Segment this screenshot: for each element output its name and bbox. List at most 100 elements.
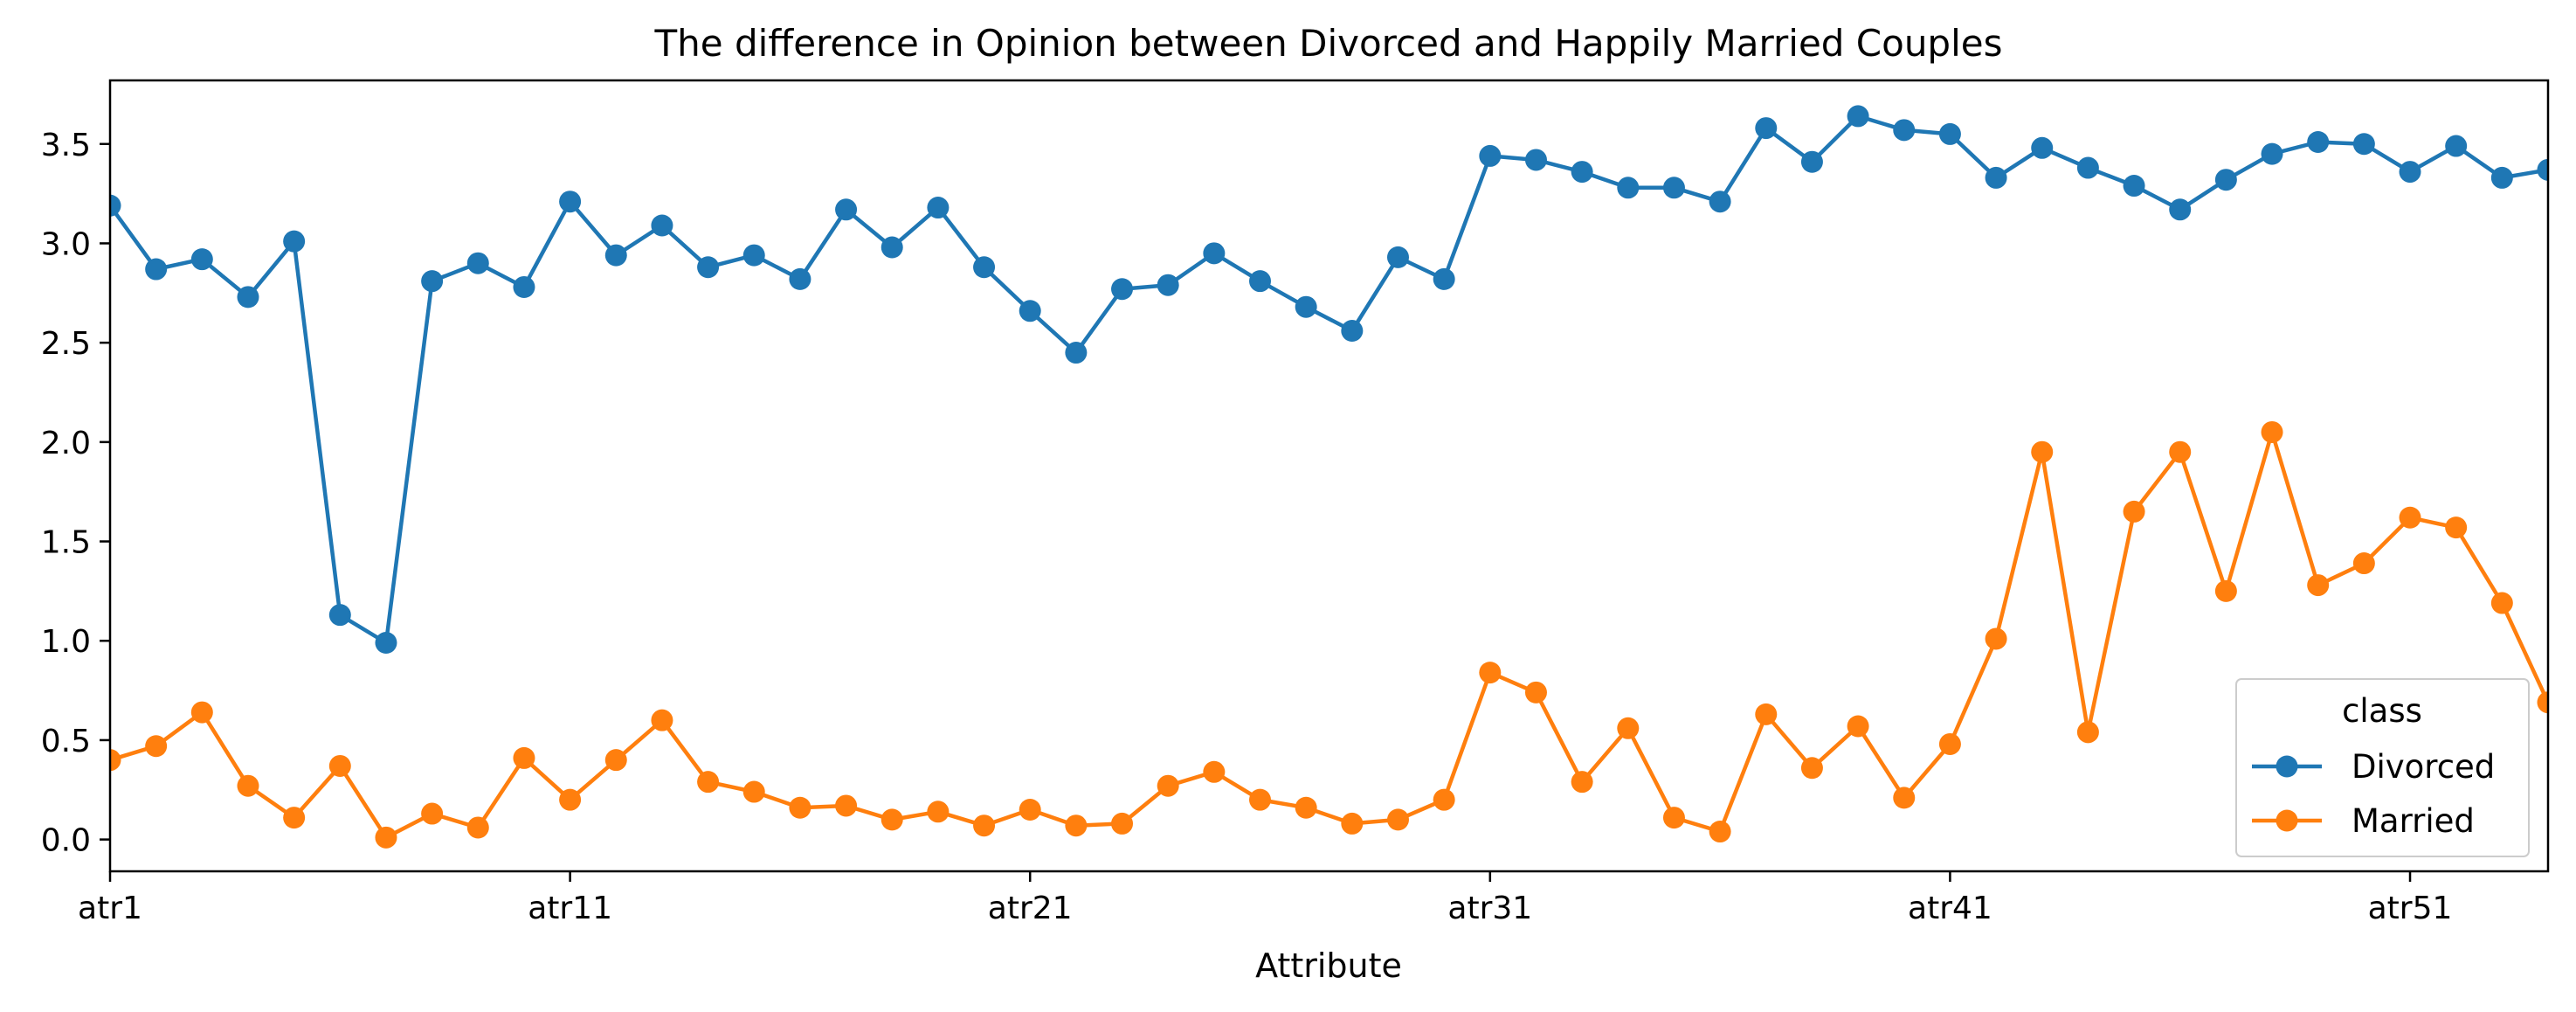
data-point-divorced (1847, 105, 1869, 128)
data-point-married (237, 774, 259, 797)
data-point-divorced (1249, 270, 1272, 293)
data-point-married (1295, 796, 1317, 819)
data-point-divorced (789, 267, 811, 290)
data-point-married (1065, 814, 1088, 837)
data-point-married (2169, 440, 2192, 463)
x-tick-label: atr41 (1908, 891, 1992, 926)
data-point-married (466, 816, 489, 839)
data-point-divorced (2214, 169, 2237, 191)
data-point-married (973, 814, 996, 837)
y-tick-label: 0.5 (41, 724, 91, 759)
data-point-married (927, 801, 950, 823)
data-point-divorced (1386, 246, 1409, 268)
data-point-married (1571, 771, 1593, 794)
legend-title: class (2342, 692, 2422, 730)
data-point-married (421, 802, 444, 825)
data-point-divorced (559, 191, 582, 213)
data-point-married (1341, 812, 1364, 835)
data-point-married (1847, 715, 1869, 738)
data-point-divorced (1203, 242, 1226, 265)
data-point-married (110, 749, 121, 772)
data-point-married (145, 735, 168, 758)
data-point-married (742, 780, 765, 803)
data-point-divorced (973, 256, 996, 279)
data-point-divorced (881, 236, 903, 259)
legend-swatch-marker (2276, 755, 2298, 778)
data-point-divorced (1065, 342, 1088, 364)
x-axis-label: Attribute (1255, 946, 1402, 985)
data-point-married (1800, 757, 1823, 780)
x-tick-label: atr51 (2368, 891, 2453, 926)
data-point-divorced (1433, 267, 1455, 290)
data-point-divorced (110, 194, 121, 217)
data-point-married (2123, 500, 2145, 523)
legend-box (2235, 678, 2530, 857)
data-point-married (1157, 774, 1179, 797)
legend-entry-divorced: Divorced (2252, 748, 2495, 786)
data-point-married (651, 709, 673, 731)
y-tick-label: 2.5 (41, 326, 91, 362)
data-point-married (1433, 788, 1455, 811)
series-married (110, 420, 2548, 849)
series-layer (110, 105, 2548, 849)
data-point-married (1524, 681, 1547, 704)
y-tick-label: 3.5 (41, 128, 91, 163)
data-point-married (881, 808, 903, 831)
data-point-divorced (2352, 133, 2375, 156)
data-point-divorced (1341, 320, 1364, 343)
data-point-married (1617, 717, 1640, 739)
data-point-divorced (2169, 198, 2192, 221)
data-point-divorced (283, 230, 306, 253)
data-point-married (375, 826, 397, 849)
x-tick-label: atr1 (78, 891, 142, 926)
data-point-divorced (1617, 177, 1640, 199)
y-tick-label: 0.0 (41, 823, 91, 859)
data-point-divorced (1662, 177, 1685, 199)
data-point-divorced (2031, 136, 2054, 159)
data-point-divorced (697, 256, 720, 279)
y-tick-label: 2.0 (41, 426, 91, 461)
y-tick-label: 1.5 (41, 525, 91, 561)
data-point-married (1203, 760, 1226, 783)
data-point-divorced (513, 275, 535, 298)
data-point-divorced (1985, 166, 2007, 189)
data-point-divorced (2261, 142, 2283, 165)
data-point-married (1755, 703, 1778, 725)
data-point-divorced (1571, 161, 1593, 184)
legend-label: Divorced (2352, 748, 2495, 786)
series-line-married (110, 430, 2548, 840)
data-point-married (2031, 440, 2054, 463)
data-point-married (789, 796, 811, 819)
data-point-divorced (1524, 149, 1547, 171)
chart-title: The difference in Opinion between Divorc… (654, 22, 2003, 65)
data-point-divorced (1800, 150, 1823, 173)
data-point-divorced (237, 286, 259, 308)
x-tick-label: atr31 (1447, 891, 1532, 926)
data-point-married (2352, 552, 2375, 575)
data-point-married (1938, 732, 1961, 755)
plot-frame (108, 79, 2550, 873)
data-point-married (2399, 506, 2421, 529)
data-point-divorced (421, 270, 444, 293)
legend-label: Married (2352, 802, 2475, 840)
data-point-married (1249, 788, 1272, 811)
data-point-married (835, 794, 858, 817)
data-point-divorced (2490, 166, 2513, 189)
data-point-married (604, 749, 627, 772)
data-point-divorced (2123, 175, 2145, 198)
data-point-married (2445, 516, 2468, 539)
data-point-divorced (1755, 117, 1778, 140)
data-point-divorced (375, 632, 397, 655)
data-point-divorced (927, 197, 950, 219)
data-point-married (2537, 691, 2548, 714)
y-tick-label: 3.0 (41, 226, 91, 262)
data-point-divorced (1709, 191, 1731, 213)
y-tick-label: 1.0 (41, 624, 91, 660)
data-point-married (2261, 420, 2283, 443)
y-axis: 0.0 0.5 1.0 1.5 2.0 2.5 3.0 3.5 (41, 128, 110, 859)
data-point-divorced (2076, 156, 2099, 179)
data-point-married (1893, 787, 1916, 809)
data-point-divorced (1019, 300, 1041, 322)
legend-entry-married: Married (2252, 802, 2475, 840)
